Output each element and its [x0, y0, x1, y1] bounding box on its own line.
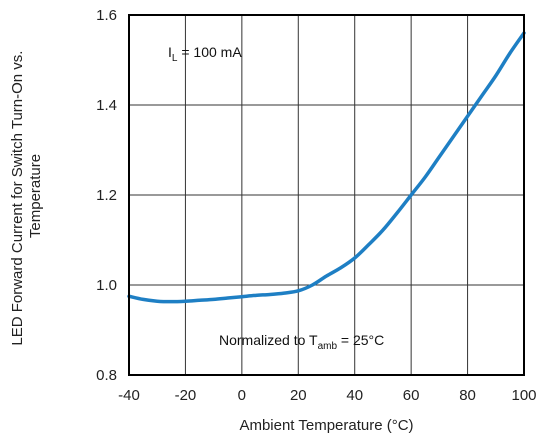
x-tick-label: 0 — [238, 387, 246, 404]
x-tick-label: 100 — [511, 387, 536, 404]
x-tick-label: -20 — [175, 387, 197, 404]
normalization-annotation-value: = 25°C — [337, 332, 384, 348]
y-tick-label: 1.6 — [96, 7, 117, 24]
plot-frame — [128, 14, 525, 376]
y-tick-labels: 0.8 1.0 1.2 1.4 1.6 — [96, 7, 117, 384]
normalization-annotation-prefix: Normalized to T — [219, 332, 318, 348]
normalization-annotation-subscript: amb — [318, 341, 338, 352]
x-tick-label: 40 — [346, 387, 363, 404]
y-tick-label: 1.0 — [96, 277, 117, 294]
y-axis-title-line-1: LED Forward Current for Switch Turn-On v… — [9, 51, 26, 346]
x-axis-title: Ambient Temperature (°C) — [239, 417, 413, 434]
current-annotation-value: = 100 mA — [177, 44, 242, 60]
grid-lines — [129, 15, 524, 375]
series-line — [127, 31, 526, 304]
x-tick-labels: -40 -20 0 20 40 60 80 100 — [118, 387, 536, 404]
y-tick-label: 1.4 — [96, 97, 117, 114]
y-axis-title-line-2: Temperature — [27, 154, 44, 238]
x-tick-label: 20 — [290, 387, 307, 404]
y-axis-title: LED Forward Current for Switch Turn-On v… — [9, 46, 44, 345]
x-tick-label: 60 — [403, 387, 420, 404]
current-annotation-symbol: I — [168, 44, 172, 60]
normalization-annotation: Normalized to Tamb = 25°C — [219, 332, 384, 352]
x-tick-label: 80 — [459, 387, 476, 404]
current-annotation: IL = 100 mA — [168, 44, 242, 64]
x-tick-label: -40 — [118, 387, 140, 404]
current-annotation-subscript: L — [172, 53, 178, 64]
y-tick-label: 1.2 — [96, 187, 117, 204]
y-tick-label: 0.8 — [96, 367, 117, 384]
